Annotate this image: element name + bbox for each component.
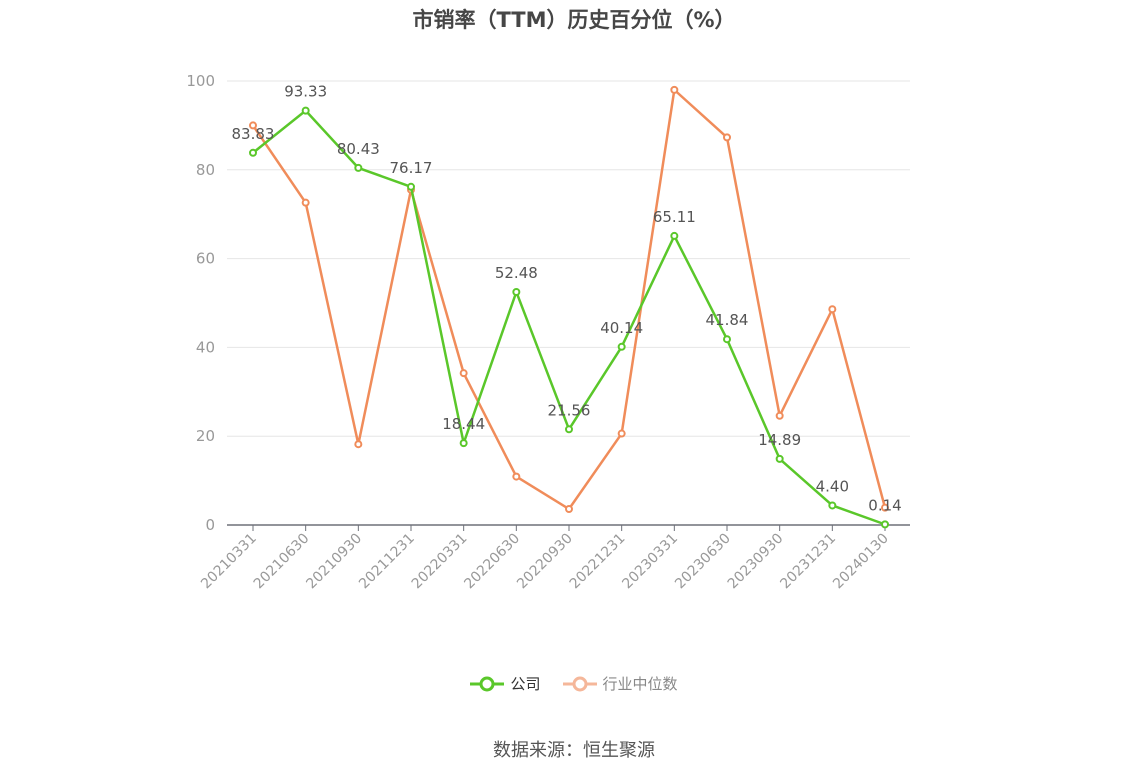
data-label: 0.14 xyxy=(868,496,901,514)
data-point-company xyxy=(565,425,573,434)
data-point-industry xyxy=(775,411,784,420)
data-label: 52.48 xyxy=(495,264,538,282)
data-label: 40.14 xyxy=(600,319,643,337)
legend-industry-icon xyxy=(562,676,597,691)
data-source: 数据来源：恒生聚源 xyxy=(493,740,655,761)
data-label: 41.84 xyxy=(706,311,749,329)
x-tick-label: 20220630 xyxy=(461,531,523,593)
data-point-company xyxy=(723,335,731,344)
x-tick-label: 20231231 xyxy=(777,531,839,593)
data-label: 93.33 xyxy=(284,83,327,101)
data-label: 76.17 xyxy=(390,159,433,177)
x-tick-label: 20210331 xyxy=(198,531,260,593)
x-tick-label: 20230331 xyxy=(619,531,681,593)
data-point-company xyxy=(828,501,837,510)
data-point-industry xyxy=(881,503,889,512)
data-point-company xyxy=(670,231,679,240)
data-point-company xyxy=(407,182,415,191)
data-label: 21.56 xyxy=(548,401,591,419)
x-tick-label: 20230630 xyxy=(672,531,734,593)
x-tick-label: 20210630 xyxy=(251,531,313,593)
y-tick-label: 0 xyxy=(205,516,215,534)
data-point-industry xyxy=(617,429,626,438)
x-tick-label: 20240130 xyxy=(830,531,892,593)
data-point-company xyxy=(775,454,784,463)
x-tick-label: 20230930 xyxy=(725,531,787,593)
data-point-company xyxy=(249,148,257,157)
y-tick-label: 80 xyxy=(196,161,215,179)
data-point-company xyxy=(301,106,310,115)
y-tick-label: 60 xyxy=(196,250,215,268)
x-tick-label: 20210930 xyxy=(303,531,365,593)
legend-industry-label: 行业中位数 xyxy=(602,675,678,693)
data-point-company xyxy=(512,287,521,296)
data-point-industry xyxy=(512,472,521,481)
data-label: 83.83 xyxy=(232,125,275,143)
x-tick-label: 20220930 xyxy=(514,531,576,593)
data-point-industry xyxy=(723,133,731,142)
chart-title: 市销率（TTM）历史百分位（%） xyxy=(412,8,736,32)
data-point-industry xyxy=(459,369,468,378)
data-point-industry xyxy=(301,198,310,207)
legend-company-icon xyxy=(470,676,505,691)
series-line-company xyxy=(252,109,886,526)
y-tick-label: 20 xyxy=(196,427,215,445)
legend-item-company[interactable]: 公司 xyxy=(470,673,541,694)
legend-company-label: 公司 xyxy=(510,675,541,693)
data-point-company xyxy=(459,439,468,448)
data-point-industry xyxy=(828,305,837,314)
data-point-industry xyxy=(565,505,573,514)
data-label: 65.11 xyxy=(653,208,696,226)
y-tick-label: 100 xyxy=(186,72,215,90)
chart-legend[interactable]: 公司 行业中位数 xyxy=(0,673,1148,694)
data-point-company xyxy=(617,342,626,351)
data-point-industry xyxy=(354,440,363,449)
legend-item-industry[interactable]: 行业中位数 xyxy=(562,673,678,694)
data-label: 18.44 xyxy=(442,415,485,433)
data-label: 14.89 xyxy=(758,431,801,449)
data-point-industry xyxy=(249,121,257,130)
x-tick-label: 20211231 xyxy=(356,531,418,593)
data-point-industry xyxy=(670,85,679,94)
data-point-company xyxy=(881,520,889,529)
x-tick-label: 20220331 xyxy=(409,531,471,593)
data-label: 80.43 xyxy=(337,140,380,158)
data-label: 4.40 xyxy=(816,477,849,495)
data-point-company xyxy=(354,163,363,172)
x-tick-label: 20221231 xyxy=(567,531,629,593)
y-tick-label: 40 xyxy=(196,338,215,356)
